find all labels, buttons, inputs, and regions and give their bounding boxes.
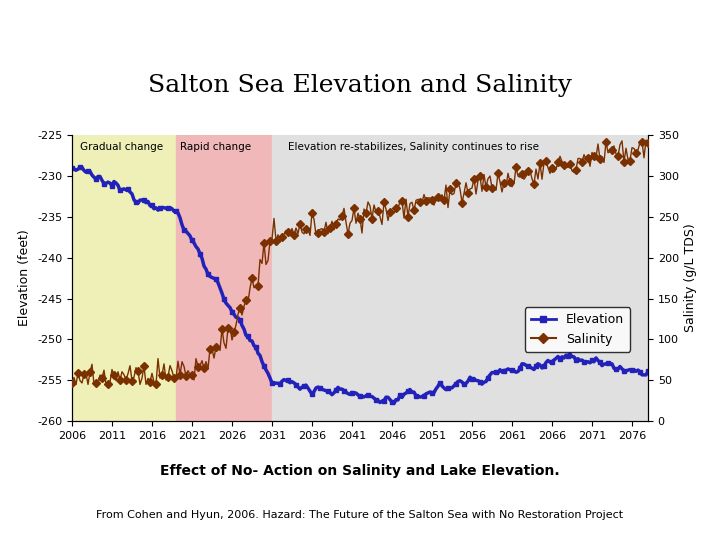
- Text: From Cohen and Hyun, 2006. Hazard: The Future of the Salton Sea with No Restorat: From Cohen and Hyun, 2006. Hazard: The F…: [96, 510, 624, 521]
- Line: Elevation: Elevation: [70, 165, 652, 406]
- Salinity: [574, 156, 582, 162]
- Salinity: [68, 380, 76, 387]
- Text: Effect of No- Action on Salinity and Lake Elevation.: Effect of No- Action on Salinity and Lak…: [160, 464, 560, 478]
- Text: Salton Sea Elevation and Salinity: Salton Sea Elevation and Salinity: [148, 74, 572, 97]
- Salinity: [78, 380, 86, 386]
- Elevation: [206, 273, 215, 280]
- Text: Elevation re-stabilizes, Salinity continues to rise: Elevation re-stabilizes, Salinity contin…: [288, 141, 539, 152]
- Elevation: [78, 164, 86, 171]
- Bar: [176, 135, 272, 421]
- Bar: [272, 135, 648, 421]
- Y-axis label: Salinity (g/L TDS): Salinity (g/L TDS): [685, 224, 698, 333]
- Salinity: [418, 200, 426, 206]
- Elevation: [628, 367, 636, 374]
- Salinity: [206, 346, 215, 352]
- Line: Salinity: Salinity: [69, 137, 653, 388]
- Elevation: [76, 164, 84, 171]
- Legend: Elevation, Salinity: Elevation, Salinity: [525, 307, 630, 352]
- Elevation: [420, 393, 428, 399]
- Elevation: [390, 400, 398, 407]
- Salinity: [324, 231, 333, 237]
- Bar: [72, 135, 176, 421]
- Text: Gradual change: Gradual change: [80, 141, 163, 152]
- Salinity: [626, 157, 634, 164]
- Salinity: [646, 147, 654, 154]
- Salinity: [72, 381, 81, 388]
- Elevation: [646, 369, 654, 376]
- Text: Rapid change: Rapid change: [180, 141, 251, 152]
- Elevation: [576, 357, 585, 364]
- Y-axis label: Elevation (feet): Elevation (feet): [19, 230, 32, 327]
- Elevation: [68, 164, 76, 171]
- Salinity: [642, 137, 650, 143]
- Elevation: [324, 388, 333, 395]
